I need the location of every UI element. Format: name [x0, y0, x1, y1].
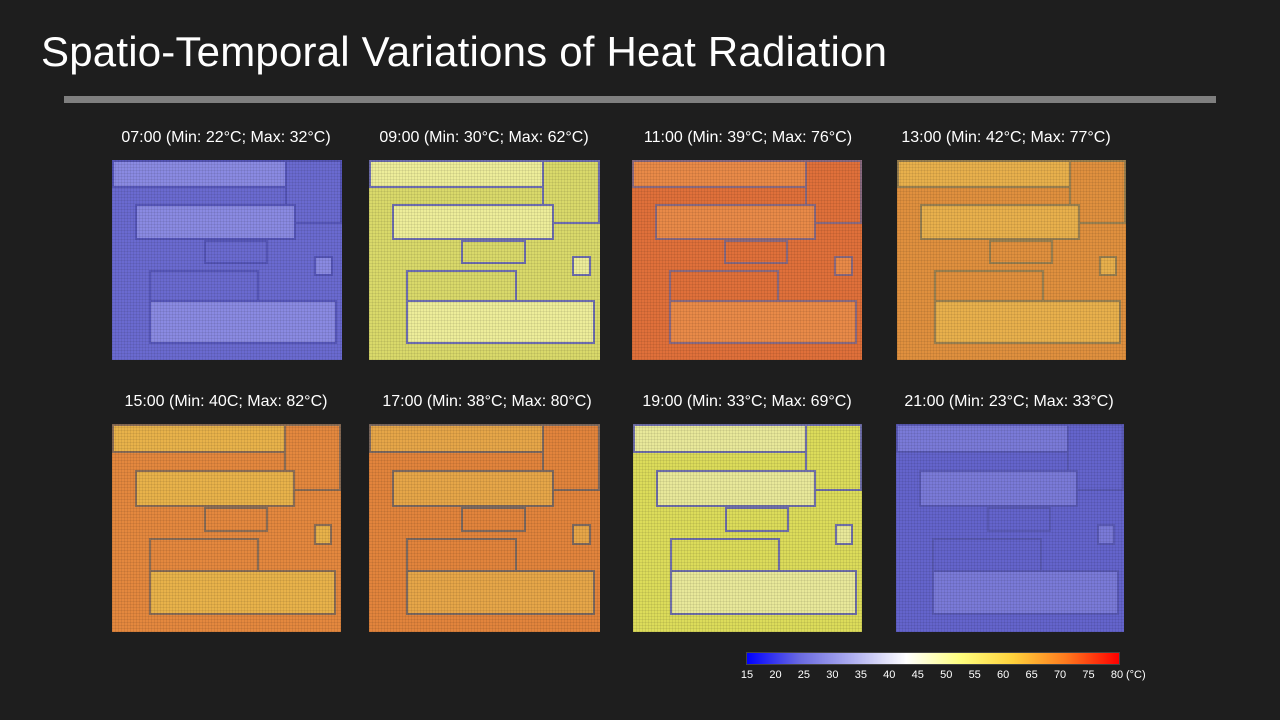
colorbar-tick-label: 70: [1053, 669, 1067, 681]
building-footprint: [669, 569, 858, 616]
title-divider: [64, 96, 1216, 103]
pixel-texture: [369, 160, 600, 360]
building-footprint: [392, 469, 554, 508]
colorbar-tick-label: 50: [940, 669, 953, 681]
colorbar-tick-label: 15: [740, 669, 754, 681]
slide-title: Spatio-Temporal Variations of Heat Radia…: [41, 28, 888, 75]
building-footprint: [204, 240, 269, 264]
pixel-texture: [112, 160, 342, 360]
building-footprint: [932, 569, 1120, 616]
building-footprint: [1096, 523, 1115, 545]
building-footprint: [834, 256, 853, 276]
colorbar-tick-label: 60: [997, 669, 1010, 681]
thermal-map-image: [896, 424, 1124, 632]
colorbar-tick-label: 30: [826, 669, 839, 681]
building-footprint: [724, 240, 789, 264]
building-footprint: [134, 469, 296, 508]
pixel-texture: [369, 424, 600, 632]
building-footprint: [405, 569, 596, 616]
thermal-map-image: [897, 160, 1126, 360]
building-footprint: [988, 240, 1053, 264]
pixel-texture: [633, 424, 862, 632]
building-footprint: [919, 204, 1081, 240]
colorbar-tick-label: 65: [1025, 669, 1038, 681]
thermal-map-image: [369, 424, 600, 632]
building-footprint: [392, 204, 554, 240]
building-footprint: [313, 523, 332, 545]
building-footprint: [148, 300, 338, 344]
panel-caption: 19:00 (Min: 33°C; Max: 69°C): [642, 393, 852, 410]
colorbar-tick-label: 80: [1110, 669, 1124, 681]
panel-caption: 11:00 (Min: 39°C; Max: 76°C): [643, 129, 853, 146]
colorbar-tick-label: 20: [769, 669, 782, 681]
building-footprint: [655, 469, 817, 508]
colorbar-tick-label: 45: [911, 669, 924, 681]
pixel-texture: [112, 424, 341, 632]
thermal-map-image: [632, 160, 862, 360]
panel-caption: 17:00 (Min: 38°C; Max: 80°C): [382, 393, 592, 410]
colorbar-unit: (°C): [1126, 669, 1146, 681]
panel-caption: 13:00 (Min: 42°C; Max: 77°C): [901, 129, 1111, 146]
pixel-texture: [632, 160, 862, 360]
colorbar-tick-label: 40: [883, 669, 896, 681]
building-footprint: [834, 523, 853, 545]
thermal-map-image: [369, 160, 600, 360]
building-footprint: [461, 240, 527, 264]
building-footprint: [655, 204, 816, 240]
building-footprint: [918, 469, 1079, 508]
building-footprint: [203, 507, 268, 533]
building-footprint: [148, 569, 337, 616]
colorbar-tick-label: 75: [1082, 669, 1095, 681]
pixel-texture: [897, 160, 1126, 360]
pixel-texture: [896, 424, 1124, 632]
building-footprint: [724, 507, 789, 533]
building-footprint: [135, 204, 296, 240]
building-footprint: [461, 507, 527, 533]
building-footprint: [572, 523, 591, 545]
colorbar-tick-label: 55: [968, 669, 981, 681]
building-footprint: [572, 256, 591, 276]
temperature-colorbar: [746, 652, 1120, 665]
building-footprint: [668, 300, 858, 344]
thermal-map-image: [633, 424, 862, 632]
panel-caption: 09:00 (Min: 30°C; Max: 62°C): [379, 129, 589, 146]
thermal-map-image: [112, 160, 342, 360]
panel-caption: 15:00 (Min: 40C; Max: 82°C): [124, 393, 328, 410]
building-footprint: [987, 507, 1052, 533]
panel-caption: 21:00 (Min: 23°C; Max: 33°C): [904, 393, 1114, 410]
building-footprint: [314, 256, 333, 276]
panel-caption: 07:00 (Min: 22°C; Max: 32°C): [121, 129, 331, 146]
building-footprint: [1098, 256, 1117, 276]
colorbar-tick-label: 25: [797, 669, 811, 681]
colorbar-tick-label: 35: [854, 669, 867, 681]
building-footprint: [405, 300, 596, 344]
thermal-map-image: [112, 424, 341, 632]
building-footprint: [933, 300, 1122, 344]
